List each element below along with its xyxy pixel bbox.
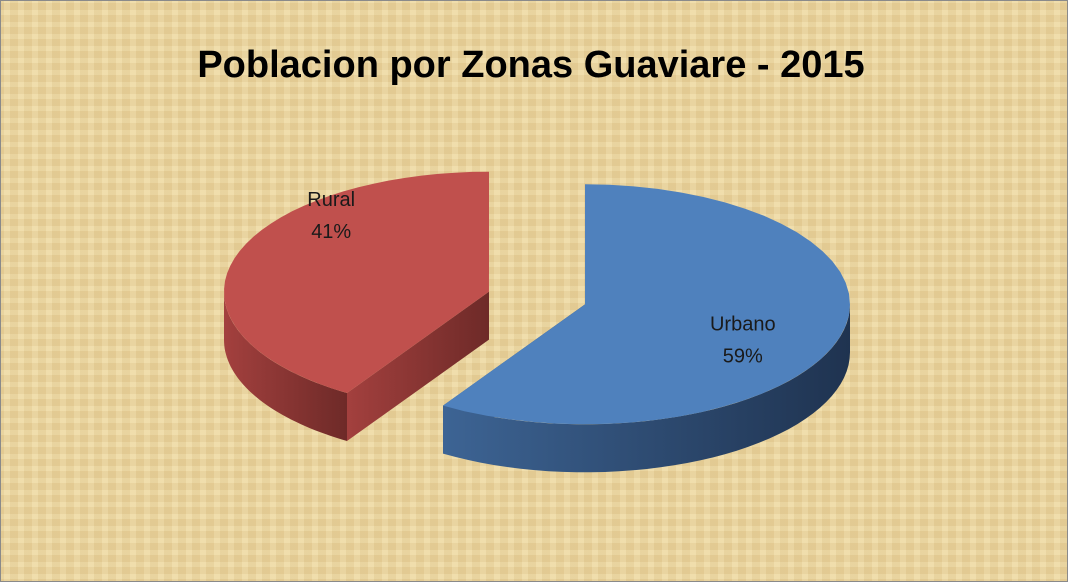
slice-cut-face: [346, 291, 489, 442]
slice-label: Rural: [307, 189, 355, 211]
slice-value-label: 41%: [311, 221, 351, 243]
slice: [443, 184, 850, 425]
chart-title: Poblacion por Zonas Guaviare - 2015: [197, 44, 864, 86]
slice-side: [443, 304, 850, 473]
slice-value-label: 59%: [723, 345, 763, 367]
slice-side: [224, 291, 347, 441]
slice-label: Urbano: [710, 313, 776, 335]
slice: [224, 171, 489, 393]
